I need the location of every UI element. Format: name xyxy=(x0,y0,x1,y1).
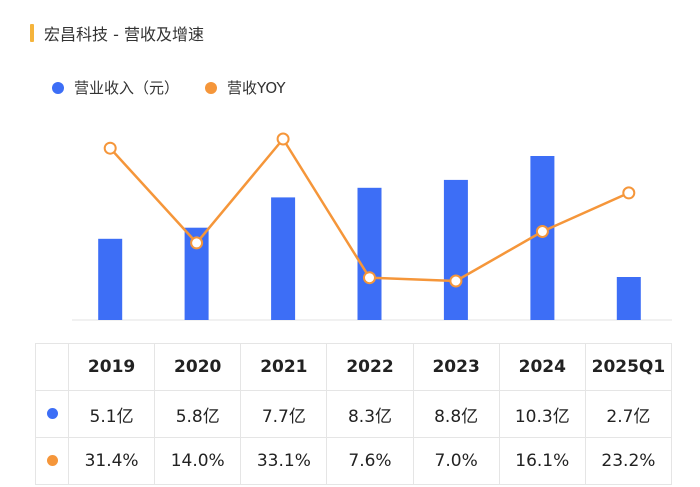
revenue-row: 5.1亿 5.8亿 7.7亿 8.3亿 8.8亿 10.3亿 2.7亿 xyxy=(35,390,673,438)
legend-label-yoy: 营收YOY xyxy=(227,79,286,97)
revenue-row-dot xyxy=(46,408,58,419)
revenue-bar-2023[interactable] xyxy=(443,179,468,320)
year-cell: 2024 xyxy=(498,343,586,391)
revenue-bar-2021[interactable] xyxy=(271,197,296,320)
revenue-marker-cell xyxy=(35,390,69,438)
year-row: 2019 2020 2021 2022 2023 2024 2025Q1 xyxy=(35,343,673,391)
yoy-point-2025Q1[interactable] xyxy=(622,186,636,200)
revenue-cell: 5.8亿 xyxy=(154,390,242,438)
yoy-row: 31.4% 14.0% 33.1% 7.6% 7.0% 16.1% 23.2% xyxy=(35,437,673,485)
chart-title: 宏昌科技 - 营收及增速 xyxy=(44,25,204,44)
year-cell: 2022 xyxy=(326,343,414,391)
yoy-cell: 33.1% xyxy=(240,437,328,485)
corner-cell xyxy=(35,343,69,391)
yoy-point-2023[interactable] xyxy=(449,274,463,288)
yoy-row-dot xyxy=(46,455,58,466)
data-table: 2019 2020 2021 2022 2023 2024 2025Q1 5.1… xyxy=(35,343,673,485)
revenue-bar-2022[interactable] xyxy=(357,187,382,320)
yoy-point-2021[interactable] xyxy=(276,132,290,146)
revenue-bar-2019[interactable] xyxy=(98,238,123,320)
legend-item-revenue[interactable]: 营业收入（元） xyxy=(52,77,179,98)
chart-title-row: 宏昌科技 - 营收及增速 xyxy=(30,22,204,44)
yoy-point-2024[interactable] xyxy=(535,225,549,238)
revenue-cell: 8.8亿 xyxy=(412,390,500,438)
yoy-points xyxy=(103,132,636,288)
legend-label-revenue: 营业收入（元） xyxy=(74,79,180,97)
revenue-cell: 10.3亿 xyxy=(498,390,586,438)
yoy-marker-cell xyxy=(35,437,69,485)
year-cell: 2020 xyxy=(154,343,242,391)
yoy-cell: 23.2% xyxy=(584,437,673,485)
legend: 营业收入（元） 营收YOY xyxy=(52,77,312,98)
title-accent-bar xyxy=(30,24,34,42)
yoy-cell: 7.0% xyxy=(412,437,500,485)
year-cell: 2019 xyxy=(67,343,156,391)
legend-dot-yoy xyxy=(205,81,218,94)
yoy-point-2022[interactable] xyxy=(363,271,376,285)
year-cell: 2021 xyxy=(240,343,328,391)
combo-chart xyxy=(72,132,672,321)
year-cell: 2023 xyxy=(412,343,500,391)
revenue-cell: 5.1亿 xyxy=(67,390,156,438)
yoy-point-2020[interactable] xyxy=(190,236,204,250)
revenue-cell: 2.7亿 xyxy=(584,390,673,438)
legend-item-yoy[interactable]: 营收YOY xyxy=(205,77,286,98)
yoy-point-2019[interactable] xyxy=(103,141,117,155)
yoy-cell: 14.0% xyxy=(154,437,242,485)
revenue-cell: 8.3亿 xyxy=(326,390,414,438)
year-cell: 2025Q1 xyxy=(584,343,673,391)
revenue-cell: 7.7亿 xyxy=(240,390,328,438)
revenue-bar-2025Q1[interactable] xyxy=(616,277,641,320)
legend-dot-revenue xyxy=(52,81,64,94)
yoy-cell: 16.1% xyxy=(498,437,586,485)
yoy-cell: 31.4% xyxy=(67,437,156,485)
yoy-cell: 7.6% xyxy=(326,437,414,485)
revenue-bars xyxy=(98,156,641,320)
